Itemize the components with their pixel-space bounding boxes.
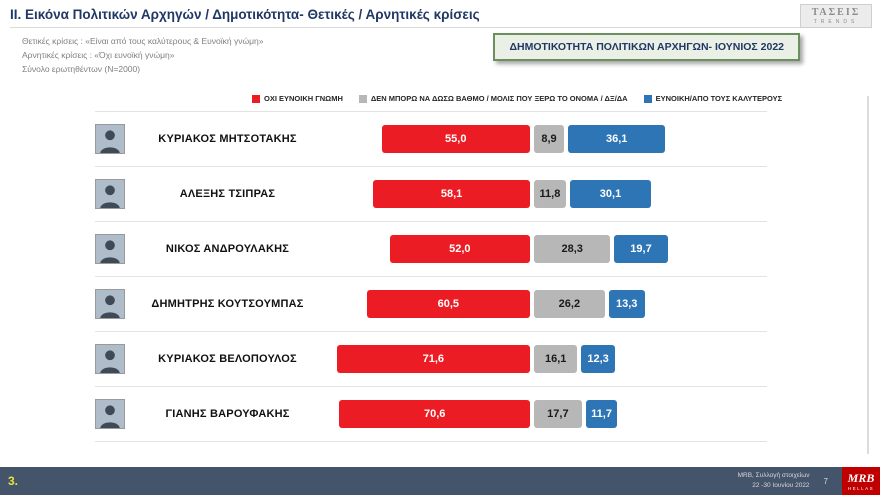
bar-value-label: 30,1 [599,188,622,201]
leader-name: ΑΛΕΞΗΣ ΤΣΙΠΡΑΣ [179,188,276,201]
legend-swatch-red [252,94,260,103]
source-note: MRB, Συλλογή στοιχείων 22 -30 Ιουνίου 20… [738,471,810,491]
chart-legend: ΟΧΙ ΕΥΝΟΙΚΗ ΓΝΩΜΗ ΔΕΝ ΜΠΟΡΩ ΝΑ ΔΩΣΩ ΒΑΘΜ… [252,94,876,103]
header-divider [10,27,870,28]
bar-negative: 70,6 [339,400,530,429]
page-title: II. Εικόνα Πολιτικών Αρχηγών / Δημοτικότ… [10,7,480,22]
bar-positive: 11,7 [585,400,618,429]
bar-value-label: 11,7 [591,408,612,421]
bar-value-label: 17,7 [547,408,569,421]
bar-value-label: 58,1 [440,188,463,201]
leader-photo [95,399,125,430]
negative-bar-zone: 70,6 [330,400,530,429]
leader-photo [95,289,125,320]
leader-row: ΚΥΡΙΑΚΟΣ ΜΗΤΣΟΤΑΚΗΣ 55,0 8,9 36,1 [95,112,767,168]
bar-value-label: 12,3 [587,353,609,366]
subtitle-positive: Θετικές κρίσεις : «Είναι από τους καλύτε… [22,36,264,46]
subtitle-block: Θετικές κρίσεις : «Είναι από τους καλύτε… [22,34,870,76]
leader-photo [95,179,125,210]
bar-neutral: 17,7 [534,400,582,429]
bar-neutral: 28,3 [534,235,611,264]
bar-positive: 13,3 [608,290,645,319]
legend-item-positive: ΕΥΝΟΙΚΗ/ΑΠΟ ΤΟΥΣ ΚΑΛΥΤΕΡΟΥΣ [643,94,783,104]
bar-value-label: 13,3 [615,298,638,311]
leader-name: ΝΙΚΟΣ ΑΝΔΡΟΥΛΑΚΗΣ [165,243,290,256]
negative-bar-zone: 60,5 [330,290,530,319]
negative-bar-zone: 55,0 [330,125,530,154]
bar-negative: 60,5 [366,290,530,319]
bar-value-label: 36,1 [606,133,628,146]
legend-label: ΔΕΝ ΜΠΟΡΩ ΝΑ ΔΩΣΩ ΒΑΘΜΟ / ΜΟΛΙΣ ΠΟΥ ΞΕΡΩ… [370,94,628,104]
bar-positive: 36,1 [568,125,666,154]
bar-value-label: 52,0 [449,243,471,256]
mrb-logo: MRB HELLAS [842,467,880,495]
legend-swatch-gray [358,94,367,103]
page-number: 7 [823,476,828,486]
slide-number: 3. [8,474,19,488]
leader-row: ΑΛΕΞΗΣ ΤΣΙΠΡΑΣ 58,1 11,8 30,1 [95,167,767,223]
negative-bar-zone: 52,0 [330,235,530,264]
logo-text-line1: ΤΑΣΕΙΣ [811,7,861,18]
leader-row: ΔΗΜΗΤΡΗΣ ΚΟΥΤΣΟΥΜΠΑΣ 60,5 26,2 13,3 [95,277,767,333]
source-line1: MRB, Συλλογή στοιχείων [737,472,810,480]
leader-photo [95,234,125,265]
bar-value-label: 16,1 [545,353,567,366]
bar-value-label: 60,5 [437,298,460,311]
bar-value-label: 11,8 [539,188,561,201]
bar-neutral: 8,9 [534,125,564,154]
leader-name: ΚΥΡΙΑΚΟΣ ΜΗΤΣΟΤΑΚΗΣ [158,133,297,146]
bar-positive: 19,7 [614,235,668,264]
subtitle-sample: Σύνολο ερωτηθέντων (N=2000) [22,64,141,75]
legend-label: ΕΥΝΟΙΚΗ/ΑΠΟ ΤΟΥΣ ΚΑΛΥΤΕΡΟΥΣ [655,94,783,104]
legend-item-negative: ΟΧΙ ΕΥΝΟΙΚΗ ΓΝΩΜΗ [252,94,343,103]
bar-value-label: 26,2 [558,298,581,311]
footer-bar: 3. MRB, Συλλογή στοιχείων 22 -30 Ιουνίου… [0,467,880,495]
leader-row: ΓΙΑΝΗΣ ΒΑΡΟΥΦΑΚΗΣ 70,6 17,7 11,7 [95,387,767,443]
logo-text-line2: TRENDS [813,19,859,25]
leader-photo [95,124,125,155]
negative-bar-zone: 71,6 [330,345,530,374]
footer-right-block: MRB, Συλλογή στοιχείων 22 -30 Ιουνίου 20… [738,467,880,495]
chart-rows: ΚΥΡΙΑΚΟΣ ΜΗΤΣΟΤΑΚΗΣ 55,0 8,9 36,1 ΑΛΕΞΗΣ ΤΣΙ… [95,111,767,443]
leader-name: ΚΥΡΙΑΚΟΣ ΒΕΛΟΠΟΥΛΟΣ [158,353,297,366]
bar-neutral: 11,8 [534,180,566,209]
leader-name: ΔΗΜΗΤΡΗΣ ΚΟΥΤΣΟΥΜΠΑΣ [151,298,304,311]
mrb-logo-text: MRB [847,470,875,485]
legend-item-neutral: ΔΕΝ ΜΠΟΡΩ ΝΑ ΔΩΣΩ ΒΑΘΜΟ / ΜΟΛΙΣ ΠΟΥ ΞΕΡΩ… [358,94,628,104]
bar-negative: 55,0 [381,125,530,154]
bar-value-label: 19,7 [630,243,652,256]
bar-value-label: 70,6 [423,408,446,421]
bar-negative: 52,0 [389,235,530,264]
leader-photo [95,344,125,375]
chart-title-badge: ΔΗΜΟΤΙΚΟΤΗΤΑ ΠΟΛΙΤΙΚΩΝ ΑΡΧΗΓΩΝ- ΙΟΥΝΙΟΣ … [493,33,800,61]
bar-neutral: 26,2 [534,290,605,319]
bar-negative: 58,1 [373,180,530,209]
bar-value-label: 71,6 [422,353,445,366]
taseis-trends-logo: ΤΑΣΕΙΣ TRENDS [800,4,872,28]
legend-label: ΟΧΙ ΕΥΝΟΙΚΗ ΓΝΩΜΗ [264,94,343,104]
bar-value-label: 8,9 [541,133,557,146]
bar-positive: 12,3 [581,345,615,374]
right-edge-rule [867,96,869,454]
leader-row: ΝΙΚΟΣ ΑΝΔΡΟΥΛΑΚΗΣ 52,0 28,3 19,7 [95,222,767,278]
bar-value-label: 55,0 [445,133,467,146]
negative-bar-zone: 58,1 [330,180,530,209]
bar-positive: 30,1 [569,180,652,209]
leader-row: ΚΥΡΙΑΚΟΣ ΒΕΛΟΠΟΥΛΟΣ 71,6 16,1 12,3 [95,332,767,388]
source-line2: 22 -30 Ιουνίου 2022 [752,482,810,489]
bar-value-label: 28,3 [561,243,583,256]
legend-swatch-blue [643,94,652,103]
bar-negative: 71,6 [336,345,530,374]
mrb-logo-subtext: HELLAS [847,485,875,491]
subtitle-negative: Αρνητικές κρίσεις : «Όχι ευνοϊκή γνώμη» [22,50,175,61]
slide-header: II. Εικόνα Πολιτικών Αρχηγών / Δημοτικότ… [0,0,880,76]
bar-neutral: 16,1 [534,345,578,374]
leader-name: ΓΙΑΝΗΣ ΒΑΡΟΥΦΑΚΗΣ [165,408,290,421]
